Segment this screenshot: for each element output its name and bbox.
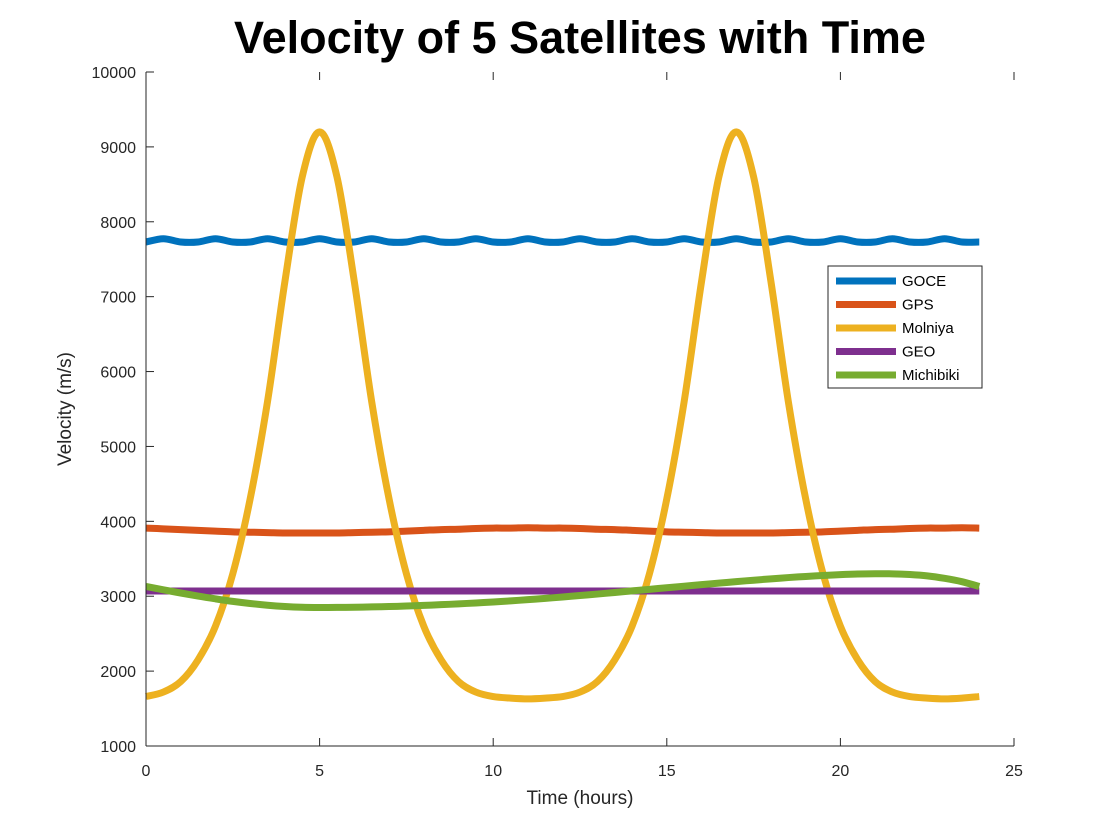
y-tick-label: 7000 (100, 290, 136, 307)
legend: GOCE GPS Molniya GEO Michibiki (827, 265, 983, 389)
legend-label-goce: GOCE (902, 273, 946, 290)
y-tick-label: 5000 (100, 439, 136, 456)
series-line-goce (145, 235, 980, 246)
x-axis-label: Time (hours) (527, 788, 634, 809)
y-axis-label: Velocity (m/s) (55, 352, 76, 466)
y-tick-label: 4000 (100, 514, 136, 531)
series-line-gps (145, 524, 980, 537)
axis-ticks: 0 5 10 15 20 25 1000 2000 3000 4000 5000 6000 7000 80… (92, 65, 1024, 780)
legend-label-geo: GEO (902, 344, 935, 361)
series-lines (145, 128, 981, 703)
y-tick-label: 2000 (100, 664, 136, 681)
legend-label-gps: GPS (902, 297, 934, 314)
x-tick-label: 25 (1005, 763, 1023, 780)
x-tick-label: 0 (142, 763, 151, 780)
series-line-michibiki (145, 570, 981, 611)
legend-label-michibiki: Michibiki (902, 367, 960, 384)
y-tick-label: 1000 (100, 739, 136, 756)
chart-title: Velocity of 5 Satellites with Time (234, 12, 926, 63)
y-tick-label: 10000 (92, 65, 137, 82)
x-tick-label: 5 (315, 763, 324, 780)
y-tick-label: 3000 (100, 589, 136, 606)
x-tick-label: 10 (484, 763, 502, 780)
x-tick-label: 20 (832, 763, 850, 780)
legend-label-molniya: Molniya (902, 320, 954, 337)
y-tick-label: 9000 (100, 140, 136, 157)
y-tick-label: 8000 (100, 215, 136, 232)
x-tick-label: 15 (658, 763, 676, 780)
axes (145, 72, 1014, 747)
y-tick-label: 6000 (100, 365, 136, 382)
